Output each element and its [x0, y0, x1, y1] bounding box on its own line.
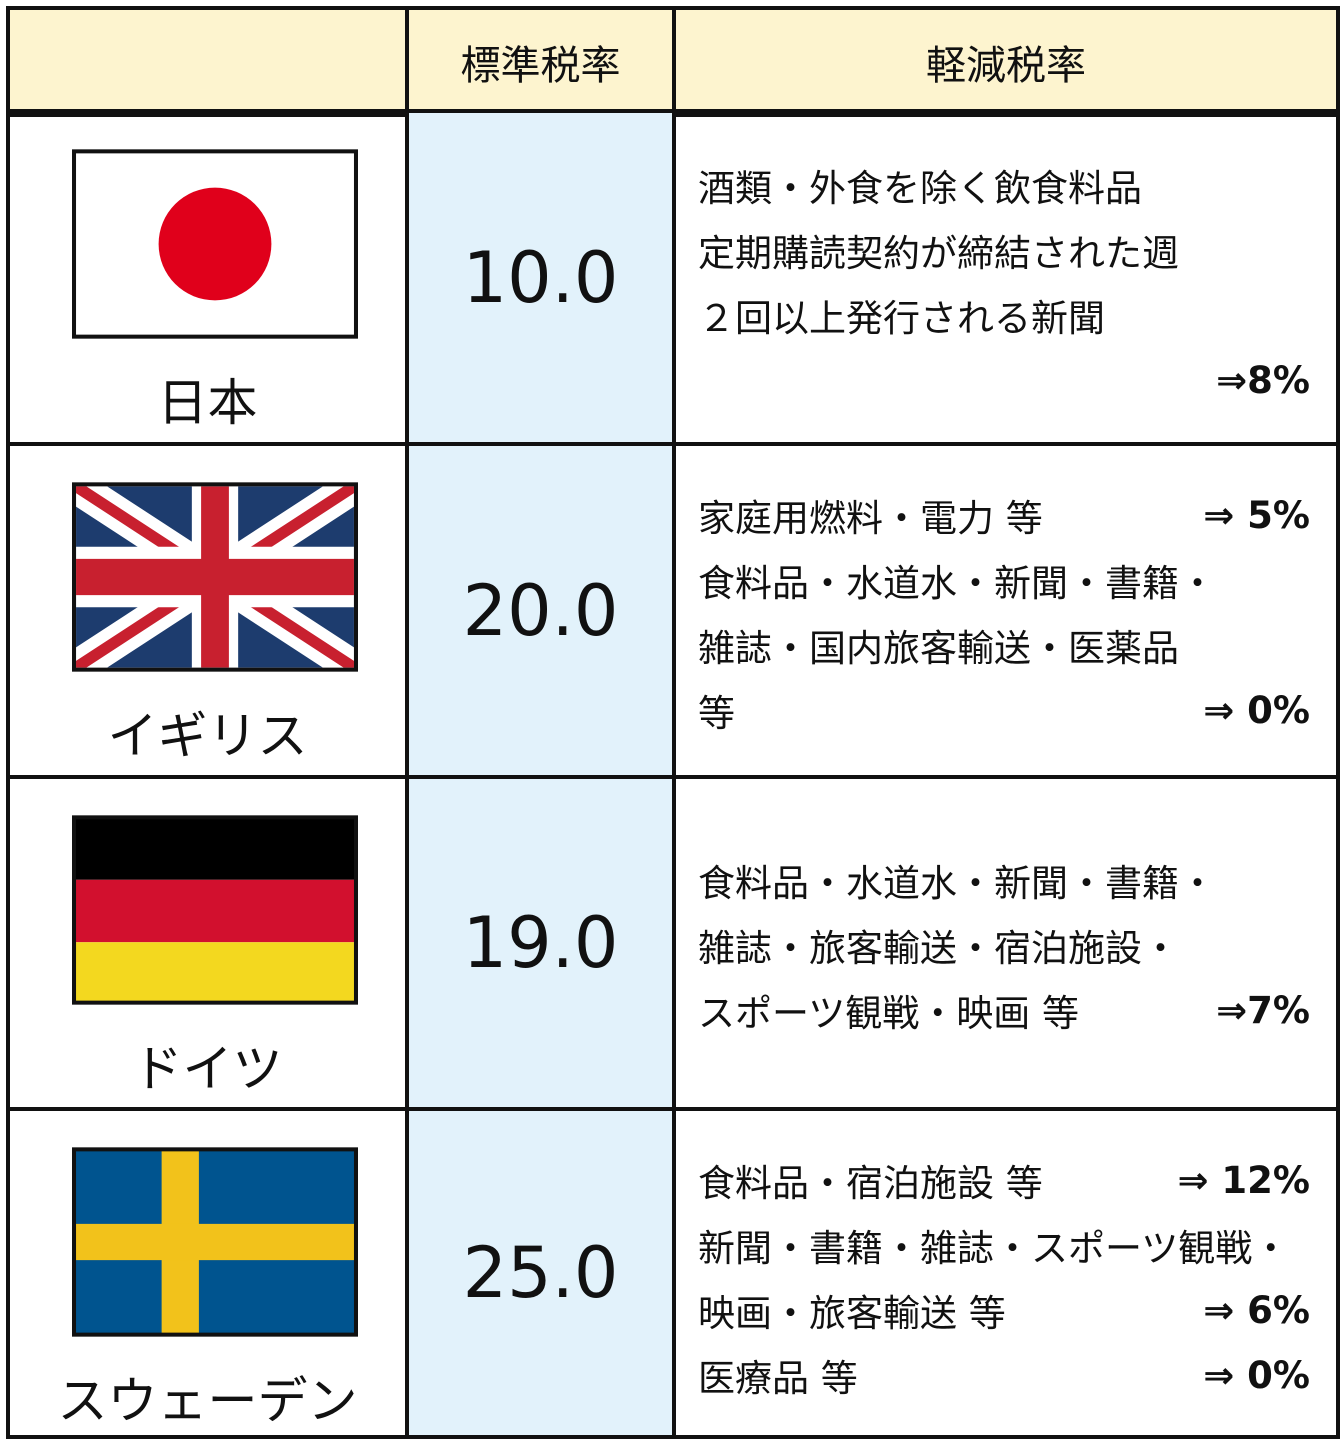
reduced-cell: 家庭用燃料・電力 等 ⇒ 5% 食料品・水道水・新聞・書籍・ 雑誌・国内旅客輸送・医薬… [672, 442, 1340, 779]
reduced-item: 医療品 等 [698, 1357, 858, 1400]
country-cell: スウェーデン [6, 1107, 409, 1439]
reduced-item: 食料品・水道水・新聞・書籍・ [698, 862, 1216, 905]
flag [72, 149, 358, 339]
reduced-item: 家庭用燃料・電力 等 [698, 497, 1043, 540]
reduced-line: 定期購読契約が締結された週 [698, 218, 1310, 282]
reduced-line: 酒類・外食を除く飲食料品 [698, 153, 1310, 217]
reduced-line: 家庭用燃料・電力 等 ⇒ 5% [698, 483, 1310, 547]
reduced-item: 映画・旅客輸送 等 [698, 1292, 1006, 1335]
reduced-line: 雑誌・国内旅客輸送・医薬品 [698, 613, 1310, 677]
country-name: スウェーデン [57, 1372, 358, 1430]
country-name: イギリス [107, 707, 308, 765]
reduced-cell: 食料品・水道水・新聞・書籍・ 雑誌・旅客輸送・宿泊施設・ スポーツ観戦・映画 等 ⇒7… [672, 775, 1340, 1111]
flag [72, 482, 358, 672]
reduced-item: 酒類・外食を除く飲食料品 [698, 167, 1142, 210]
reduced-rate: ⇒ 0% [1203, 688, 1310, 732]
reduced-rate: ⇒ 5% [1203, 493, 1310, 537]
reduced-line: スポーツ観戦・映画 等 ⇒7% [698, 978, 1310, 1042]
country-cell: イギリス [6, 442, 409, 779]
standard-rate: 19.0 [405, 775, 676, 1111]
reduced-cell: 酒類・外食を除く飲食料品 定期購読契約が締結された週 ２回以上発行される新聞 ⇒8% [672, 109, 1340, 446]
reduced-rate: ⇒ 6% [1203, 1288, 1310, 1332]
reduced-rate: ⇒7% [1216, 988, 1310, 1032]
reduced-item: 等 [698, 692, 735, 735]
reduced-line: 等 ⇒ 0% [698, 678, 1310, 742]
reduced-item: 新聞・書籍・雑誌・スポーツ観戦・ [698, 1227, 1290, 1270]
country-name: ドイツ [132, 1040, 283, 1098]
country-cell: ドイツ [6, 775, 409, 1111]
reduced-line: 食料品・宿泊施設 等 ⇒ 12% [698, 1148, 1310, 1212]
header-blank [6, 6, 409, 117]
reduced-item: 雑誌・旅客輸送・宿泊施設・ [698, 927, 1179, 970]
reduced-cell: 食料品・宿泊施設 等 ⇒ 12% 新聞・書籍・雑誌・スポーツ観戦・ 映画・旅客輸送 等… [672, 1107, 1340, 1439]
reduced-line: 医療品 等 ⇒ 0% [698, 1343, 1310, 1407]
reduced-line: 雑誌・旅客輸送・宿泊施設・ [698, 913, 1310, 977]
reduced-item: 定期購読契約が締結された週 [698, 232, 1179, 275]
country-name: 日本 [157, 374, 258, 432]
standard-rate: 25.0 [405, 1107, 676, 1439]
standard-rate: 20.0 [405, 442, 676, 779]
standard-rate: 10.0 [405, 109, 676, 446]
reduced-rate: ⇒ 12% [1177, 1158, 1310, 1202]
header-cell: 標準税率 [405, 6, 676, 117]
flag [72, 1147, 358, 1337]
reduced-item: ２回以上発行される新聞 [698, 297, 1105, 340]
reduced-item: 食料品・宿泊施設 等 [698, 1162, 1043, 1205]
reduced-line: 新聞・書籍・雑誌・スポーツ観戦・ [698, 1213, 1310, 1277]
reduced-line: ⇒8% [698, 348, 1310, 412]
reduced-item: 食料品・水道水・新聞・書籍・ [698, 562, 1216, 605]
reduced-rate: ⇒ 0% [1203, 1353, 1310, 1397]
country-cell: 日本 [6, 109, 409, 446]
reduced-line: 映画・旅客輸送 等 ⇒ 6% [698, 1278, 1310, 1342]
flag [72, 815, 358, 1005]
header-cell: 軽減税率 [672, 6, 1340, 117]
reduced-rate: ⇒8% [1216, 358, 1310, 402]
reduced-line: ２回以上発行される新聞 [698, 283, 1310, 347]
reduced-line: 食料品・水道水・新聞・書籍・ [698, 848, 1310, 912]
reduced-item: 雑誌・国内旅客輸送・医薬品 [698, 627, 1179, 670]
reduced-line: 食料品・水道水・新聞・書籍・ [698, 548, 1310, 612]
reduced-item: スポーツ観戦・映画 等 [698, 992, 1080, 1035]
